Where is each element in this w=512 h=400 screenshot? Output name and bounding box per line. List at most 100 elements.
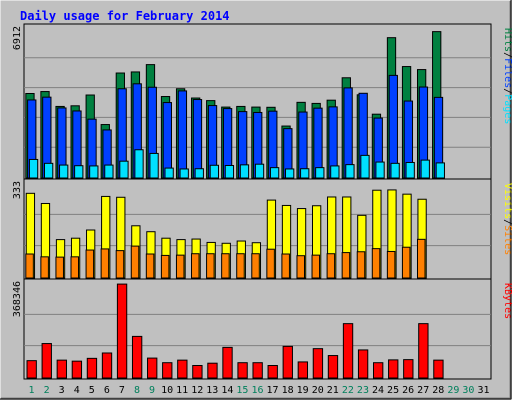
bar-sites-day-8 [130,245,140,279]
x-tick-label-day-23: 23 [357,385,369,396]
x-tick-label-day-17: 17 [267,385,279,396]
series-label-sites: Sites [502,225,512,255]
x-tick-label-day-18: 18 [282,385,294,396]
bar-pages-day-18 [285,168,295,179]
bar-kbytes-day-7 [116,283,128,379]
bar-sites-day-10 [160,254,170,279]
bar-pages-day-15 [239,164,250,179]
bar-pages-day-23 [360,154,370,179]
bar-kbytes-day-19 [297,361,309,379]
chart-title: Daily usage for February 2014 [20,9,230,23]
bar-sites-day-27 [416,238,426,279]
bar-kbytes-day-23 [357,349,369,379]
series-axis-label: Visits/Sites [502,183,512,255]
bar-pages-day-12 [194,168,204,179]
y-max-label: 333 [12,181,23,199]
bar-kbytes-day-21 [327,355,339,379]
bar-files-day-10 [162,102,172,179]
bar-sites-day-5 [85,249,95,279]
bar-kbytes-day-14 [222,346,233,379]
bar-kbytes-day-22 [342,323,354,379]
x-tick-label-day-16: 16 [251,385,263,396]
bar-sites-day-17 [266,248,275,279]
bar-sites-day-2 [40,256,49,279]
bar-pages-day-11 [179,168,189,179]
bar-sites-day-7 [115,250,125,279]
bar-pages-day-3 [59,164,69,179]
bar-files-day-12 [192,99,203,179]
bar-pages-day-20 [315,167,325,179]
bar-pages-day-24 [375,161,385,179]
x-tick-label-day-19: 19 [297,385,309,396]
bar-sites-day-3 [55,256,64,279]
bar-pages-day-14 [224,165,235,179]
x-tick-label-day-8: 8 [134,385,140,396]
bar-pages-day-17 [269,167,280,179]
x-tick-label-day-12: 12 [191,385,203,396]
bar-pages-day-16 [254,163,265,179]
bar-sites-day-22 [341,252,351,279]
y-max-label: 6912 [12,26,23,50]
bar-pages-day-26 [405,161,415,179]
bar-kbytes-day-2 [41,343,52,379]
bar-pages-day-1 [28,158,39,179]
bar-pages-day-21 [330,165,340,179]
x-tick-label-day-13: 13 [206,385,218,396]
x-tick-label-day-22: 22 [342,385,354,396]
visits-sites-panel: 333 Visits/Sites [12,178,512,280]
x-tick-label-day-28: 28 [432,385,444,396]
bar-kbytes-day-6 [101,352,113,379]
bar-kbytes-day-1 [26,360,37,379]
series-label-pages: Pages [502,94,512,124]
series-axis-label: KBytes [502,283,512,319]
bar-kbytes-day-3 [56,359,67,379]
bar-sites-day-15 [236,253,245,279]
bar-pages-day-9 [149,152,159,179]
x-tick-label-day-5: 5 [89,385,95,396]
bar-kbytes-day-28 [433,359,444,379]
bar-sites-day-9 [145,253,155,279]
x-tick-label-day-25: 25 [387,385,399,396]
x-tick-label-day-26: 26 [402,385,414,396]
bar-sites-day-18 [281,253,290,279]
bar-pages-day-10 [164,167,174,179]
bar-pages-day-2 [43,162,54,179]
bar-pages-day-22 [345,164,355,179]
bar-kbytes-day-15 [237,362,248,379]
series-label-files: Files [502,58,512,88]
bar-sites-day-20 [311,254,321,279]
bar-pages-day-27 [420,159,430,179]
bar-kbytes-day-18 [282,345,293,379]
x-tick-label-day-7: 7 [119,385,125,396]
bar-sites-day-23 [356,251,366,279]
bar-sites-day-6 [100,248,110,279]
x-tick-label-day-15: 15 [236,385,248,396]
bar-sites-day-16 [251,253,260,279]
hits-files-pages-panel: 6912 Hits/Files/Pages [12,23,512,180]
bar-sites-day-21 [326,253,336,279]
bar-kbytes-day-8 [131,335,143,379]
bar-sites-day-24 [371,248,381,279]
x-tick-label-day-11: 11 [176,385,188,396]
x-tick-label-day-21: 21 [327,385,339,396]
bar-pages-day-19 [300,168,310,179]
bar-kbytes-day-9 [147,357,158,379]
bar-sites-day-13 [206,253,215,279]
bar-pages-day-13 [209,164,219,179]
x-tick-label-day-1: 1 [29,385,35,396]
bar-kbytes-day-20 [312,348,324,379]
bar-sites-day-4 [70,256,80,279]
bar-pages-day-28 [435,162,445,179]
bar-sites-day-11 [175,254,185,279]
bar-pages-day-7 [119,160,129,179]
x-tick-label-day-4: 4 [74,385,80,396]
bar-sites-day-14 [221,253,230,279]
x-tick-label-day-24: 24 [372,385,384,396]
bar-kbytes-day-5 [86,357,98,379]
series-label-visits: Visits [502,183,512,219]
x-tick-label-day-9: 9 [149,385,155,396]
series-axis-label: Hits/Files/Pages [502,28,512,124]
series-label-hits: Hits [502,28,512,52]
bar-kbytes-day-11 [177,359,188,379]
series-label-kbytes: KBytes [502,283,512,319]
